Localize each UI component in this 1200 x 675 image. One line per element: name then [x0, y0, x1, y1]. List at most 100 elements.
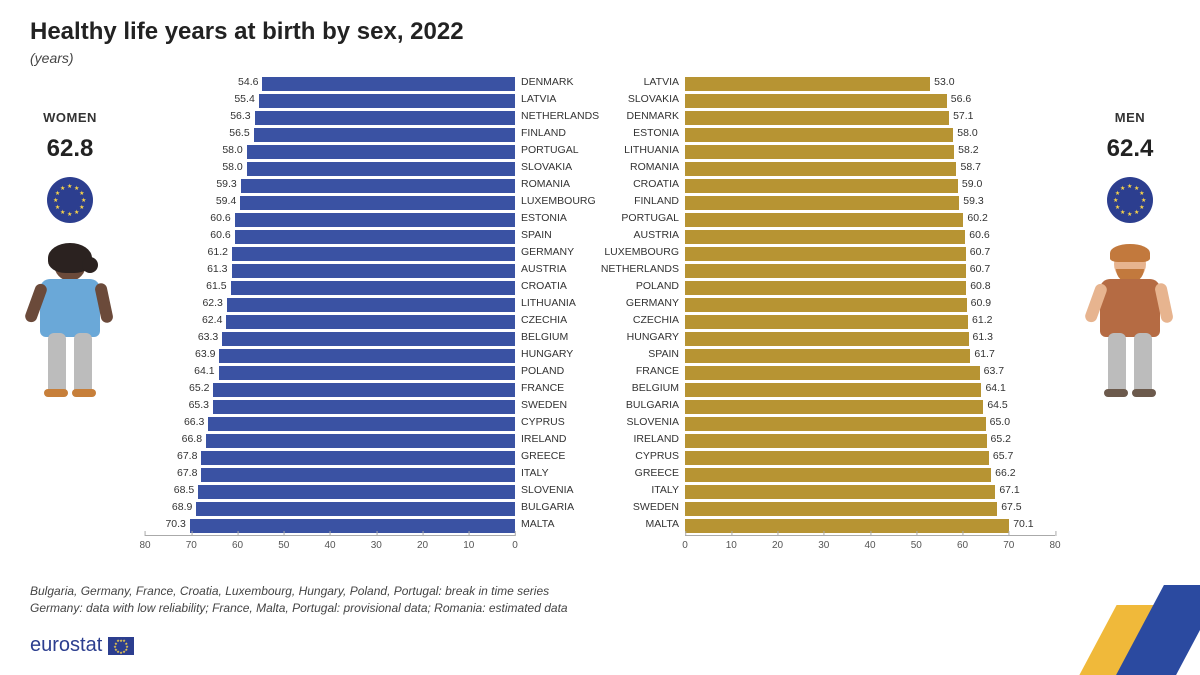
- bar-row: 66.8IRELAND: [145, 432, 515, 449]
- bar: [685, 230, 965, 244]
- bar: [247, 162, 515, 176]
- bar-row: 58.2LITHUANIA: [685, 143, 1055, 160]
- bar: [254, 128, 515, 142]
- bar-row: 59.4LUXEMBOURG: [145, 194, 515, 211]
- man-avatar-icon: [1080, 247, 1180, 397]
- bar-row: 58.7ROMANIA: [685, 160, 1055, 177]
- bar-country-label: POLAND: [515, 365, 564, 377]
- bar-country-label: GREECE: [515, 450, 565, 462]
- bar-row: 63.9HUNGARY: [145, 347, 515, 364]
- bar-row: 64.1BELGIUM: [685, 381, 1055, 398]
- bar-country-label: ESTONIA: [633, 127, 685, 139]
- bar-value: 70.3: [165, 518, 185, 530]
- axis-tick: 0: [512, 536, 518, 551]
- bar: [685, 519, 1009, 533]
- bar-value: 67.8: [177, 450, 197, 462]
- bar-row: 61.3HUNGARY: [685, 330, 1055, 347]
- axis-tick: 30: [371, 536, 382, 551]
- bar-value: 53.0: [934, 76, 954, 88]
- bar: [685, 111, 949, 125]
- bar-country-label: LATVIA: [515, 93, 556, 105]
- bar: [206, 434, 515, 448]
- bar-country-label: BULGARIA: [626, 399, 685, 411]
- bar-row: 65.0SLOVENIA: [685, 415, 1055, 432]
- bar-value: 60.6: [210, 229, 230, 241]
- bar: [222, 332, 515, 346]
- bar-country-label: SWEDEN: [633, 501, 685, 513]
- bar-country-label: MALTA: [646, 518, 685, 530]
- bar-row: 56.3NETHERLANDS: [145, 109, 515, 126]
- bar-country-label: MALTA: [515, 518, 554, 530]
- bar-country-label: HUNGARY: [627, 331, 685, 343]
- bar-value: 68.5: [174, 484, 194, 496]
- bar-value: 61.2: [972, 314, 992, 326]
- bar-value: 58.0: [957, 127, 977, 139]
- bar-value: 58.2: [958, 144, 978, 156]
- bar-country-label: LUXEMBOURG: [515, 195, 596, 207]
- bar: [201, 451, 515, 465]
- axis-tick: 40: [864, 536, 875, 551]
- bar-country-label: LUXEMBOURG: [604, 246, 685, 258]
- bar-value: 65.3: [189, 399, 209, 411]
- bar: [241, 179, 515, 193]
- bar-country-label: IRELAND: [633, 433, 685, 445]
- bar: [685, 179, 958, 193]
- bar-row: 62.4CZECHIA: [145, 313, 515, 330]
- bar-country-label: CROATIA: [515, 280, 567, 292]
- bar-country-label: ROMANIA: [630, 161, 685, 173]
- eurostat-logo: eurostat ★★★★★★★★★★★★: [30, 634, 134, 657]
- bar-value: 65.2: [189, 382, 209, 394]
- bar-row: 68.5SLOVENIA: [145, 483, 515, 500]
- bar-row: 58.0SLOVAKIA: [145, 160, 515, 177]
- bar-value: 68.9: [172, 501, 192, 513]
- women-panel: WOMEN 62.8 ★★★★★★★★★★★★: [10, 110, 130, 397]
- bar-row: 65.3SWEDEN: [145, 398, 515, 415]
- bar-row: 61.2GERMANY: [145, 245, 515, 262]
- bar: [255, 111, 515, 125]
- bar-row: 57.1DENMARK: [685, 109, 1055, 126]
- bar-value: 66.3: [184, 416, 204, 428]
- bar-value: 61.3: [973, 331, 993, 343]
- bar: [685, 434, 987, 448]
- bar: [685, 349, 970, 363]
- axis-tick: 60: [232, 536, 243, 551]
- footnote: Bulgaria, Germany, France, Croatia, Luxe…: [30, 583, 568, 617]
- brand-text: eurostat: [30, 634, 102, 657]
- bar-country-label: IRELAND: [515, 433, 567, 445]
- bar-row: 60.6AUSTRIA: [685, 228, 1055, 245]
- men-label: MEN: [1070, 110, 1190, 125]
- bar-country-label: FINLAND: [515, 127, 566, 139]
- bar-country-label: DENMARK: [626, 110, 685, 122]
- bar-value: 60.6: [210, 212, 230, 224]
- bar-row: 65.2FRANCE: [145, 381, 515, 398]
- bar-value: 70.1: [1013, 518, 1033, 530]
- men-x-axis: 01020304050607080: [685, 535, 1055, 565]
- bar-country-label: SPAIN: [648, 348, 685, 360]
- bar-value: 60.7: [970, 246, 990, 258]
- axis-tick: 70: [1003, 536, 1014, 551]
- bar-value: 55.4: [234, 93, 254, 105]
- bar-country-label: PORTUGAL: [515, 144, 579, 156]
- women-x-axis: 01020304050607080: [145, 535, 515, 565]
- bar-row: 61.7SPAIN: [685, 347, 1055, 364]
- bar-country-label: CZECHIA: [515, 314, 567, 326]
- bar-country-label: DENMARK: [515, 76, 574, 88]
- axis-tick: 10: [463, 536, 474, 551]
- axis-tick: 80: [1049, 536, 1060, 551]
- bar: [685, 264, 966, 278]
- bar: [685, 196, 959, 210]
- axis-tick: 50: [278, 536, 289, 551]
- bar: [247, 145, 515, 159]
- bar-country-label: FRANCE: [636, 365, 685, 377]
- bar-value: 60.7: [970, 263, 990, 275]
- bar-country-label: GREECE: [635, 467, 685, 479]
- bar-value: 56.3: [230, 110, 250, 122]
- bar-value: 56.5: [229, 127, 249, 139]
- bar-row: 68.9BULGARIA: [145, 500, 515, 517]
- bar-value: 62.3: [202, 297, 222, 309]
- bar-row: 55.4LATVIA: [145, 92, 515, 109]
- bar: [226, 315, 515, 329]
- bar: [685, 315, 968, 329]
- bar-country-label: LATVIA: [644, 76, 685, 88]
- bar-country-label: BELGIUM: [515, 331, 568, 343]
